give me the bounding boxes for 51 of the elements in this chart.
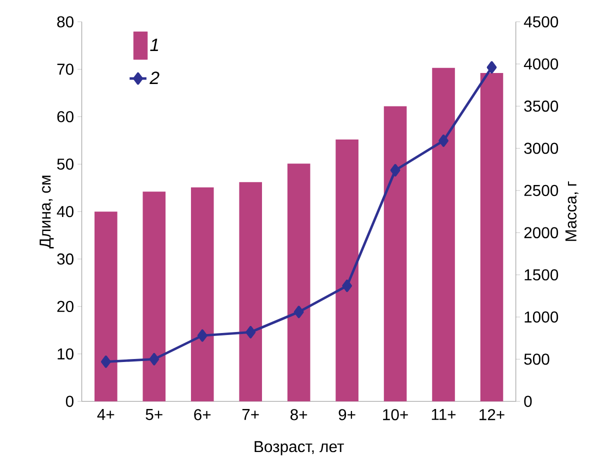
y-tick-label: 10 bbox=[58, 348, 74, 360]
y2-tick-label: 3500 bbox=[524, 100, 558, 112]
x-tick-label: 9+ bbox=[338, 409, 356, 420]
point bbox=[197, 329, 208, 342]
x-tick-label: 10+ bbox=[383, 409, 408, 420]
x-tick-label: 6+ bbox=[194, 409, 211, 420]
point bbox=[100, 356, 111, 368]
bar bbox=[432, 68, 455, 402]
legend-label: 1 bbox=[150, 38, 158, 52]
y-axis-title: Длина, см bbox=[40, 176, 54, 248]
x-tick-label: 12+ bbox=[480, 409, 504, 420]
y2-tick-label: 500 bbox=[524, 354, 550, 365]
y-tick-label: 20 bbox=[57, 300, 74, 312]
point bbox=[246, 326, 256, 338]
y2-tick-label: 4000 bbox=[524, 58, 558, 70]
bar bbox=[336, 140, 358, 402]
point bbox=[390, 164, 400, 177]
y2-tick-label: 1500 bbox=[524, 269, 558, 281]
y-tick-label: 60 bbox=[57, 111, 74, 122]
point bbox=[486, 61, 497, 74]
y2-tick-label: 4500 bbox=[524, 16, 558, 28]
bar bbox=[239, 182, 262, 402]
y-tick-label: 30 bbox=[57, 254, 74, 265]
y2-tick-label: 3000 bbox=[524, 142, 558, 154]
bar bbox=[190, 187, 214, 402]
y-tick-label: 50 bbox=[57, 158, 74, 170]
x-tick-label: 5+ bbox=[146, 409, 162, 420]
legend-label: 2 bbox=[150, 72, 160, 84]
y-tick-label: 80 bbox=[57, 16, 74, 28]
y-tick-label: 0 bbox=[66, 396, 74, 408]
y-tick-label: 70 bbox=[57, 64, 74, 75]
y2-tick-label: 1000 bbox=[524, 312, 558, 323]
bar bbox=[94, 212, 118, 402]
x-tick-label: 8+ bbox=[290, 409, 308, 420]
bar bbox=[287, 164, 310, 402]
point bbox=[294, 306, 304, 318]
x-axis-title: Возраст, лет bbox=[254, 441, 344, 456]
bar bbox=[142, 192, 166, 402]
x-tick-label: 4+ bbox=[97, 409, 114, 420]
bar bbox=[384, 106, 407, 402]
y2-tick-label: 0 bbox=[524, 396, 532, 408]
point bbox=[149, 353, 160, 366]
y2-axis-title: Масса, г bbox=[565, 182, 578, 241]
y2-tick-label: 2000 bbox=[524, 227, 558, 238]
point bbox=[438, 134, 448, 148]
x-tick-label: 7+ bbox=[242, 409, 259, 420]
x-tick-label: 11+ bbox=[432, 409, 456, 420]
bar bbox=[480, 73, 504, 402]
y-tick-label: 40 bbox=[56, 206, 74, 218]
y2-tick-label: 2500 bbox=[524, 185, 558, 196]
point bbox=[342, 280, 352, 292]
